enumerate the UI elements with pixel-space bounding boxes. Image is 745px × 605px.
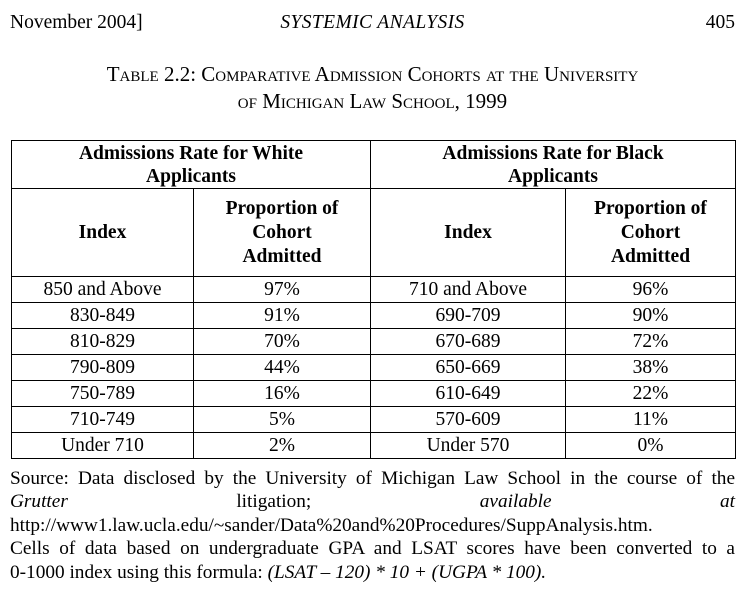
cell-proportion-black: 90% [564, 302, 737, 329]
col-header-proportion-white-line2: Cohort [252, 221, 312, 243]
cell-index-black: 710 and Above [370, 276, 566, 303]
group-header-white: Admissions Rate for White Applicants [11, 140, 371, 189]
group-header-black-line2: Applicants [508, 165, 598, 187]
formula-text: (LSAT – 120) * 10 + (UGPA * 100). [267, 561, 547, 583]
cell-proportion-black: 72% [564, 328, 737, 355]
cell-proportion-white: 5% [193, 406, 371, 433]
table-row: 710-749 5% 570-609 11% [11, 406, 737, 433]
source-note-line2: Grutter litigation; available at [10, 490, 735, 513]
col-header-proportion-black-line2: Cohort [620, 221, 681, 243]
admissions-table-body: 850 and Above 97% 710 and Above 96% 830-… [11, 276, 737, 459]
group-header-black: Admissions Rate for Black Applicants [369, 140, 737, 189]
header-journal-title: SYSTEMIC ANALYSIS [280, 12, 465, 33]
cell-index-white: 790-809 [11, 354, 194, 381]
cell-proportion-white: 16% [193, 380, 371, 407]
table-row: 810-829 70% 670-689 72% [11, 328, 737, 355]
cell-proportion-black: 96% [564, 276, 737, 303]
cell-index-white: 710-749 [11, 406, 194, 433]
cell-index-black: 570-609 [370, 406, 566, 433]
table-row: 830-849 91% 690-709 90% [11, 302, 737, 329]
table-row: 750-789 16% 610-649 22% [11, 380, 737, 407]
cell-proportion-white: 70% [193, 328, 371, 355]
cell-index-white: 750-789 [11, 380, 194, 407]
source-note-line4: Cells of data based on undergraduate GPA… [10, 538, 735, 560]
source-at-word: at [719, 491, 735, 513]
table-title-line2: of Michigan Law School, 1999 [237, 89, 508, 113]
cell-proportion-white: 44% [193, 354, 371, 381]
table-title-line1: Table 2.2: Comparative Admission Cohorts… [106, 62, 639, 86]
cell-index-black: 650-669 [370, 354, 566, 381]
col-header-proportion-white: Proportion of Cohort Admitted [193, 188, 371, 277]
col-header-index-black: Index [370, 188, 566, 277]
source-url: http://www1.law.ucla.edu/~sander/Data%20… [10, 514, 653, 536]
cell-proportion-black: 11% [564, 406, 737, 433]
cell-index-white: 830-849 [11, 302, 194, 329]
cell-index-black: Under 570 [370, 432, 566, 459]
table-row: 790-809 44% 650-669 38% [11, 354, 737, 381]
cell-proportion-white: 2% [193, 432, 371, 459]
group-header-white-line1: Admissions Rate for White [78, 142, 304, 164]
header-issue-date: November 2004] [10, 12, 143, 33]
source-available-word: available [479, 491, 552, 513]
cell-index-black: 670-689 [370, 328, 566, 355]
cell-proportion-white: 91% [193, 302, 371, 329]
cell-proportion-black: 0% [564, 432, 737, 459]
col-header-proportion-black-line1: Proportion of [594, 197, 707, 219]
admissions-table-head: Admissions Rate for White Applicants Adm… [11, 140, 737, 277]
cell-index-white: Under 710 [11, 432, 194, 459]
col-header-proportion-black: Proportion of Cohort Admitted [564, 188, 737, 277]
group-header-black-line1: Admissions Rate for Black [442, 142, 664, 164]
source-grutter-word: Grutter [10, 491, 68, 513]
cell-index-black: 610-649 [370, 380, 566, 407]
cell-index-black: 690-709 [370, 302, 566, 329]
source-note: Source: Data disclosed by the University… [10, 467, 735, 584]
col-header-proportion-white-line1: Proportion of [225, 197, 339, 219]
source-note-line1: Source: Data disclosed by the University… [10, 468, 735, 489]
admissions-table: Admissions Rate for White Applicants Adm… [11, 140, 737, 459]
header-page-number: 405 [705, 12, 735, 33]
column-header-row: Index Proportion of Cohort Admitted Inde… [11, 188, 737, 277]
source-litigation-word: litigation; [236, 491, 312, 513]
formula-intro: 0-1000 index using this formula: [10, 561, 268, 583]
table-row: Under 710 2% Under 570 0% [11, 432, 737, 459]
col-header-index-white: Index [11, 188, 194, 277]
cell-index-white: 850 and Above [11, 276, 194, 303]
source-note-line5: 0-1000 index using this formula: (LSAT –… [10, 561, 735, 584]
col-header-proportion-black-line3: Admitted [610, 245, 691, 267]
cell-proportion-black: 38% [564, 354, 737, 381]
cell-proportion-black: 22% [564, 380, 737, 407]
table-title: Table 2.2: Comparative Admission Cohorts… [0, 61, 745, 115]
cell-index-white: 810-829 [11, 328, 194, 355]
cell-proportion-white: 97% [193, 276, 371, 303]
col-header-proportion-white-line3: Admitted [242, 245, 322, 267]
group-header-white-line2: Applicants [146, 165, 236, 187]
table-row: 850 and Above 97% 710 and Above 96% [11, 276, 737, 303]
page-header: November 2004] SYSTEMIC ANALYSIS 405 [10, 11, 735, 35]
group-header-row: Admissions Rate for White Applicants Adm… [11, 140, 737, 189]
